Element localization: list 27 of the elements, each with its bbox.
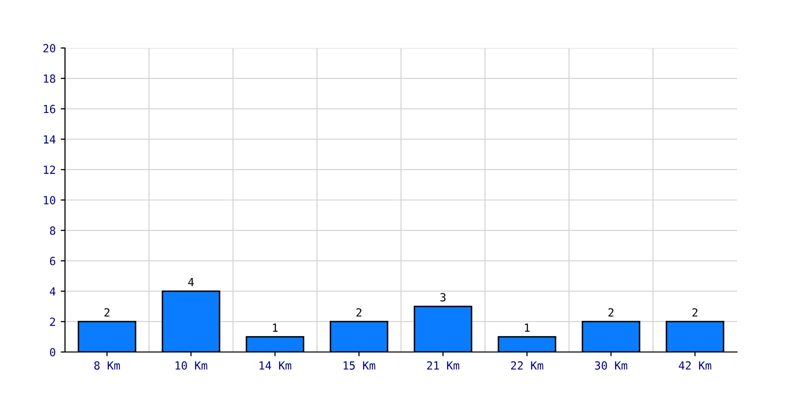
data-label: 2 xyxy=(692,308,698,317)
x-tick-label: 22 Km xyxy=(511,361,544,370)
y-tick-label: 2 xyxy=(50,318,56,326)
x-tick-label: 42 Km xyxy=(678,361,712,370)
data-label: 2 xyxy=(104,308,110,317)
y-tick-label: 10 xyxy=(44,196,56,204)
y-tick-label: 14 xyxy=(44,135,56,144)
x-tick-label: 30 Km xyxy=(595,361,628,370)
data-label: 3 xyxy=(440,293,446,302)
y-tick-label: 12 xyxy=(44,166,56,174)
y-tick-label: 4 xyxy=(50,287,56,296)
data-label: 2 xyxy=(608,308,614,317)
y-tick-label: 18 xyxy=(44,74,56,83)
x-tick-label: 21 Km xyxy=(427,361,460,370)
data-label: 4 xyxy=(188,278,194,286)
x-tick-label: 14 Km xyxy=(260,361,292,370)
x-tick-label: 10 Km xyxy=(176,361,208,370)
y-tick-label: 0 xyxy=(50,348,56,356)
y-tick-label: 8 xyxy=(50,226,56,235)
y-tick-label: 6 xyxy=(50,256,56,266)
x-tick-label: 15 Km xyxy=(344,361,376,370)
y-tick-label: 16 xyxy=(44,104,56,114)
x-tick-label: 8 Km xyxy=(94,361,120,370)
data-label: 1 xyxy=(272,324,278,332)
data-label: 2 xyxy=(356,308,362,317)
y-tick-label: 20 xyxy=(43,44,56,52)
data-label: 1 xyxy=(524,324,530,332)
